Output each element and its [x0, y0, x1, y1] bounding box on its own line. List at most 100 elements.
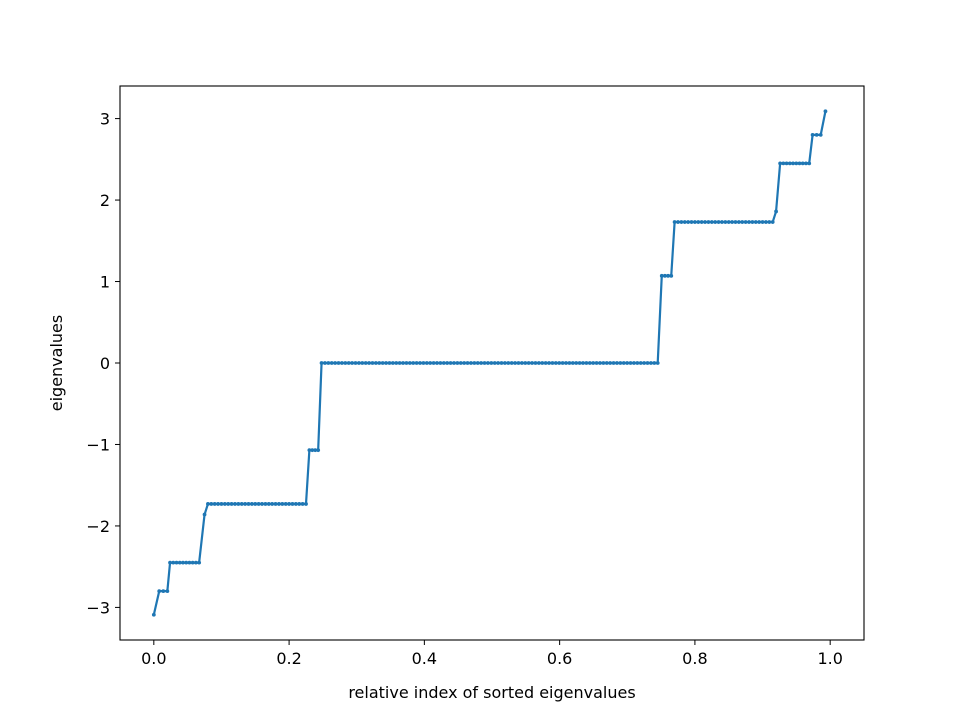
data-point: [540, 361, 545, 365]
data-point: [642, 361, 647, 365]
data-point: [239, 502, 244, 506]
data-point: [618, 361, 623, 365]
data-point: [273, 502, 278, 506]
data-point: [659, 273, 664, 278]
data-point: [187, 560, 192, 565]
y-axis-label: eigenvalues: [47, 315, 66, 411]
data-point: [492, 361, 497, 365]
data-point: [652, 361, 657, 365]
data-point: [581, 361, 585, 365]
data-point: [174, 560, 179, 565]
data-point: [479, 361, 484, 365]
data-point: [233, 502, 237, 506]
data-point: [445, 361, 450, 365]
data-point: [591, 361, 596, 365]
data-point: [329, 361, 334, 365]
data-point: [567, 361, 572, 365]
axes: 0.0 0.2 0.4 0.6 0.8 1.0 −3 −2 −1 0 1 2 3: [86, 110, 843, 668]
data-point: [428, 361, 433, 365]
data-point: [190, 560, 195, 565]
data-point: [202, 512, 207, 517]
data-point: [598, 361, 602, 365]
data-point: [350, 361, 355, 365]
data-point: [397, 361, 402, 365]
data-point: [536, 361, 541, 365]
data-point: [709, 220, 714, 224]
data-point: [316, 448, 321, 453]
data-point: [212, 502, 217, 506]
y-tick-label: 2: [100, 191, 110, 210]
data-point: [807, 161, 812, 166]
data-point: [621, 361, 626, 365]
data-point: [424, 361, 429, 365]
data-point: [280, 502, 285, 506]
data-point: [800, 161, 805, 166]
data-point: [469, 361, 473, 365]
data-point: [804, 161, 808, 166]
data-point: [663, 273, 667, 278]
data-point: [475, 361, 480, 365]
data-point: [733, 220, 738, 224]
data-point: [181, 560, 185, 565]
data-point: [774, 209, 778, 214]
data-point: [431, 361, 436, 365]
data-point: [496, 361, 501, 365]
y-tick-label: −3: [86, 598, 110, 617]
data-point: [266, 502, 271, 506]
data-point: [455, 361, 460, 365]
data-point: [587, 361, 592, 365]
data-point: [377, 361, 382, 365]
data-point: [747, 220, 751, 224]
data-point: [165, 589, 170, 594]
data-point: [632, 361, 636, 365]
data-point: [753, 220, 758, 224]
data-point: [283, 502, 288, 506]
data-point: [380, 361, 385, 365]
data-point: [458, 361, 463, 365]
data-point: [387, 361, 392, 365]
data-point: [543, 361, 548, 365]
data-point: [625, 361, 630, 365]
data-point: [216, 502, 220, 506]
data-point: [608, 361, 613, 365]
data-point: [499, 361, 504, 365]
data-point: [177, 560, 182, 565]
data-point: [523, 361, 528, 365]
data-point: [353, 361, 358, 365]
data-point: [550, 361, 555, 365]
data-point: [787, 161, 792, 166]
data-point: [270, 502, 275, 506]
data-point: [197, 560, 202, 565]
data-point: [635, 361, 640, 365]
data-point: [526, 361, 531, 365]
y-tick-label: −2: [86, 517, 110, 536]
data-point: [373, 361, 378, 365]
data-point: [628, 361, 633, 365]
data-point: [390, 361, 395, 365]
plot-marks: [151, 109, 828, 617]
data-point: [723, 220, 728, 224]
data-point: [713, 220, 718, 224]
data-point: [679, 220, 684, 224]
data-point: [716, 220, 721, 224]
data-point: [482, 361, 487, 365]
data-point: [367, 361, 371, 365]
data-point: [226, 502, 231, 506]
data-point: [222, 502, 227, 506]
data-point: [672, 220, 677, 224]
data-point: [699, 220, 704, 224]
data-point: [726, 220, 731, 224]
data-point: [703, 220, 707, 224]
data-point: [260, 502, 264, 506]
data-point: [435, 361, 439, 365]
data-point: [791, 161, 795, 166]
data-point: [516, 361, 521, 365]
data-point: [300, 502, 305, 506]
data-point: [363, 361, 368, 365]
data-point: [249, 502, 254, 506]
data-point: [340, 361, 344, 365]
data-point: [343, 361, 348, 365]
data-point: [676, 220, 680, 224]
x-tick-label: 1.0: [817, 649, 842, 668]
